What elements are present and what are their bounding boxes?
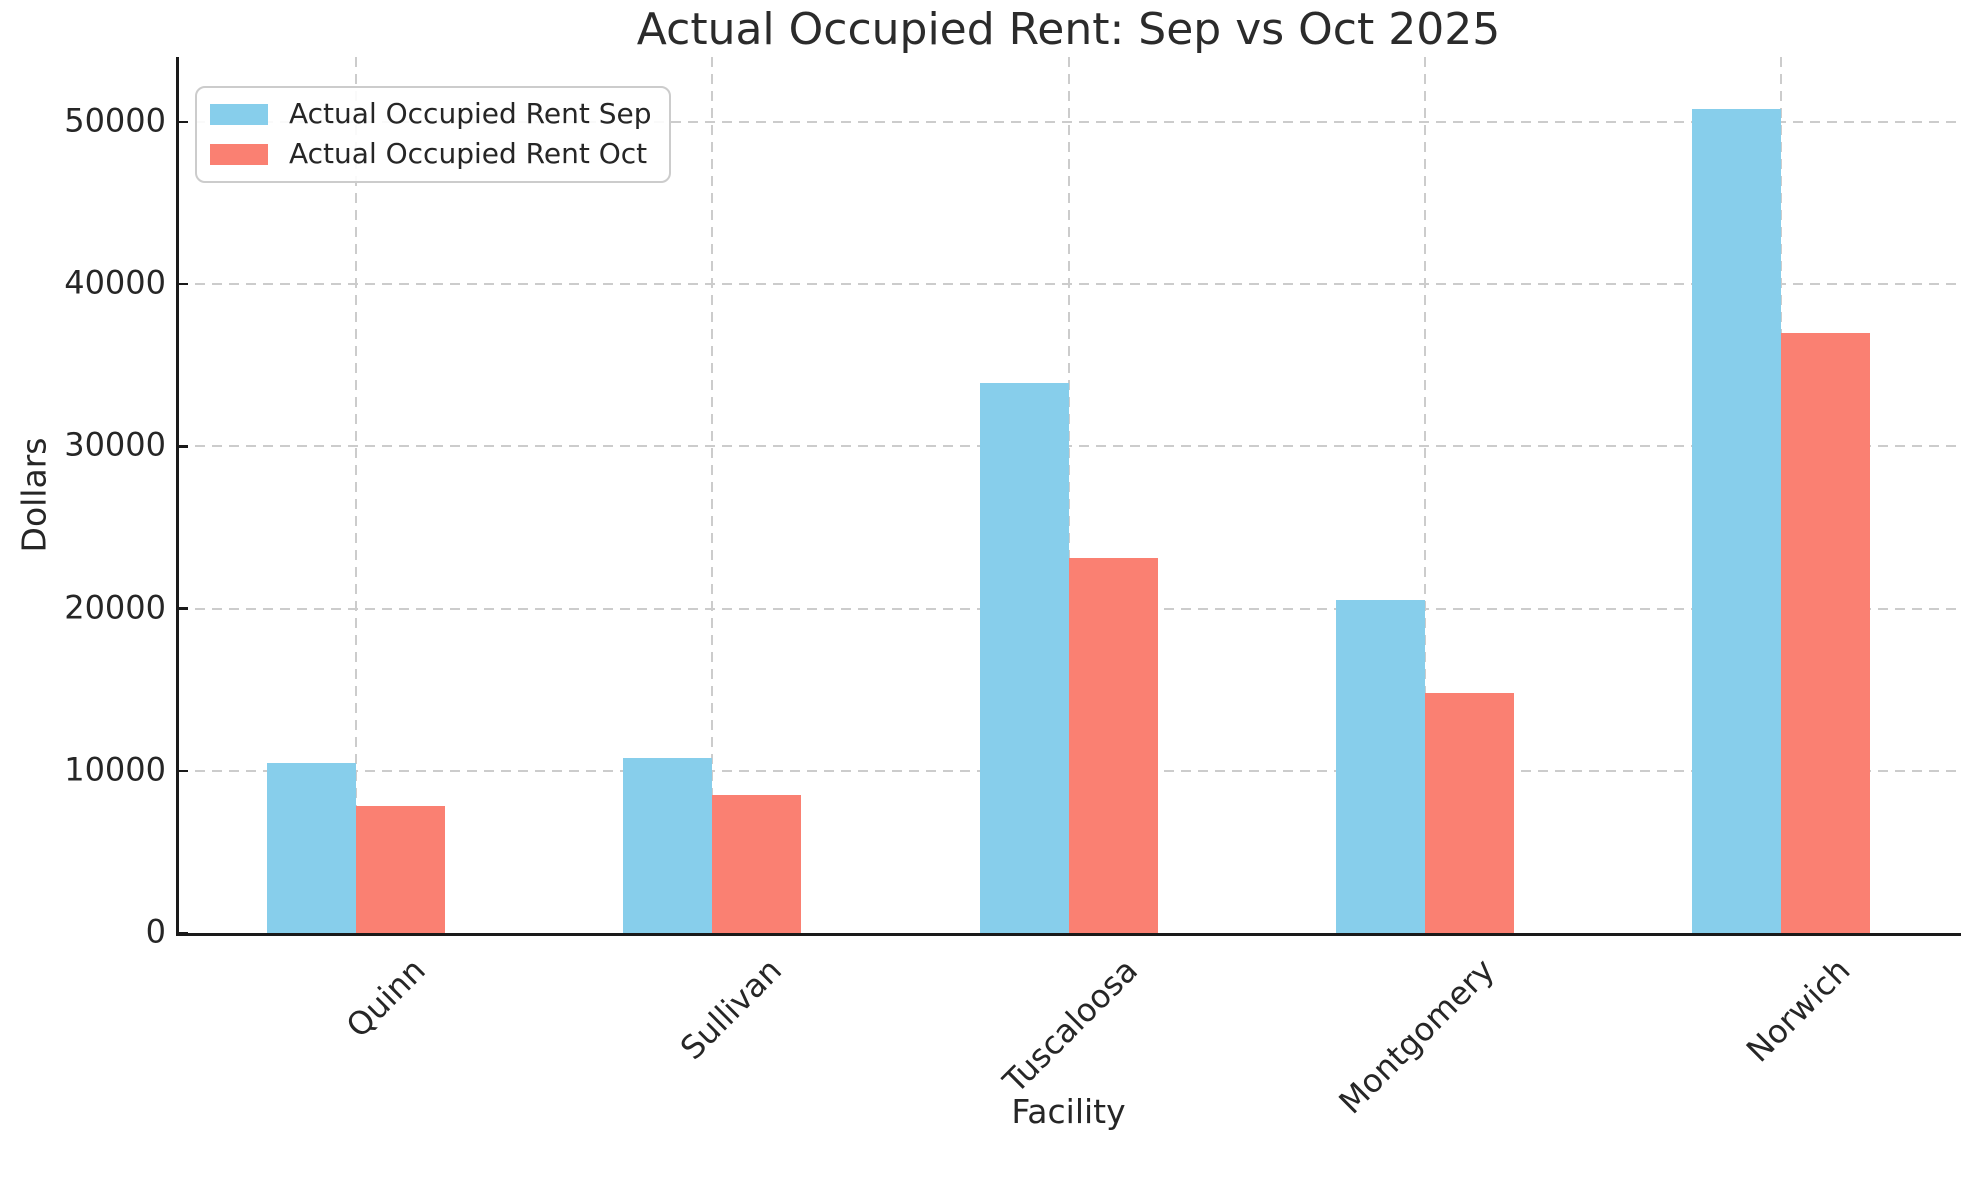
x-gridline [1423,57,1426,933]
x-gridline [1067,57,1070,933]
legend-swatch-oct [210,143,268,165]
y-tick [178,445,188,448]
y-tick [178,120,188,124]
legend-label-sep: Actual Occupied Rent Sep [289,97,652,130]
x-axis-spine [176,933,1961,936]
y-tick-label: 40000 [64,263,166,302]
bar-oct-quinn [356,806,446,933]
y-axis-spine [176,57,179,936]
chart-title: Actual Occupied Rent: Sep vs Oct 2025 [636,4,1501,55]
bar-sep-tuscaloosa [979,383,1069,933]
y-tick [178,607,188,610]
x-gridline [711,57,714,933]
x-tick-label-sullivan: Sullivan [673,951,790,1068]
bar-sep-quinn [267,762,357,933]
y-tick [178,769,188,773]
x-tick-label-norwich: Norwich [1739,951,1858,1070]
bar-sep-norwich [1691,108,1781,933]
legend-swatch-sep [210,103,268,125]
bar-oct-norwich [1780,332,1870,933]
y-tick [178,282,188,286]
x-tick-label-quinn: Quinn [338,951,433,1045]
y-tick-label: 20000 [64,588,166,627]
bar-oct-montgomery [1424,692,1514,933]
bar-oct-tuscaloosa [1068,558,1158,933]
y-tick-label: 30000 [64,425,166,464]
bar-oct-sullivan [712,795,802,933]
legend-entry-sep: Actual Occupied Rent Sep [210,97,652,130]
legend: Actual Occupied Rent Sep Actual Occupied … [195,86,672,183]
bar-sep-montgomery [1335,600,1425,933]
y-tick-label: 50000 [64,101,166,140]
x-gridline [355,57,358,933]
x-axis-label: Facility [1011,1092,1126,1131]
legend-label-oct: Actual Occupied Rent Oct [289,136,648,170]
x-tick-label-tuscaloosa: Tuscaloosa [996,951,1146,1101]
y-tick-label: 0 [145,912,166,951]
y-tick-label: 10000 [64,750,166,789]
bar-sep-sullivan [623,757,713,933]
legend-entry-oct: Actual Occupied Rent Oct [210,136,651,170]
x-tick-label-montgomery: Montgomery [1331,951,1502,1122]
